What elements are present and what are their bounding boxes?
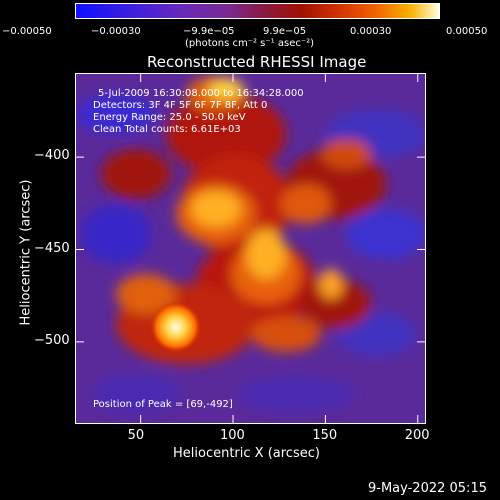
x-tick-label: 150 bbox=[312, 428, 338, 443]
y-tick-label: −500 bbox=[34, 332, 70, 348]
colorbar-tick-label: −0.00050 bbox=[2, 26, 52, 37]
clean-counts-annotation: Clean Total counts: 6.61E+03 bbox=[93, 124, 241, 135]
render-datestamp: 9-May-2022 05:15 bbox=[368, 481, 487, 496]
x-tick-label: 200 bbox=[404, 428, 430, 443]
x-axis-label: Heliocentric X (arcsec) bbox=[173, 446, 320, 461]
chart-title: Reconstructed RHESSI Image bbox=[147, 53, 367, 71]
x-tick-label: 100 bbox=[220, 428, 245, 443]
colorbar bbox=[75, 3, 440, 19]
colorbar-tick-label: 0.00050 bbox=[446, 26, 488, 37]
detectors-annotation: Detectors: 3F 4F 5F 6F 7F 8F, Att 0 bbox=[93, 100, 268, 111]
peak-source bbox=[149, 301, 202, 354]
colorbar-tick-label: −0.00030 bbox=[91, 26, 141, 37]
colorbar-unit-label: (photons cm⁻² s⁻¹ asec⁻²) bbox=[185, 38, 315, 49]
heatmap-image bbox=[76, 74, 425, 423]
plot-area bbox=[75, 73, 426, 424]
energy-range-annotation: Energy Range: 25.0 - 50.0 keV bbox=[93, 112, 246, 123]
heatmap-emission bbox=[76, 76, 425, 414]
y-tick-label: −450 bbox=[34, 240, 70, 256]
time-range-annotation: 5-Jul-2009 16:30:08.000 to 16:34:28.000 bbox=[98, 88, 304, 99]
y-axis-label: Heliocentric Y (arcsec) bbox=[18, 179, 34, 326]
y-tick-label: −400 bbox=[34, 148, 70, 164]
x-tick-label: 50 bbox=[127, 428, 145, 443]
colorbar-tick-label: 9.9e−05 bbox=[263, 26, 307, 37]
colorbar-tick-label: 0.00030 bbox=[350, 26, 392, 37]
colorbar-tick-label: −9.9e−05 bbox=[183, 26, 235, 37]
peak-position-annotation: Position of Peak = [69,-492] bbox=[93, 399, 233, 410]
